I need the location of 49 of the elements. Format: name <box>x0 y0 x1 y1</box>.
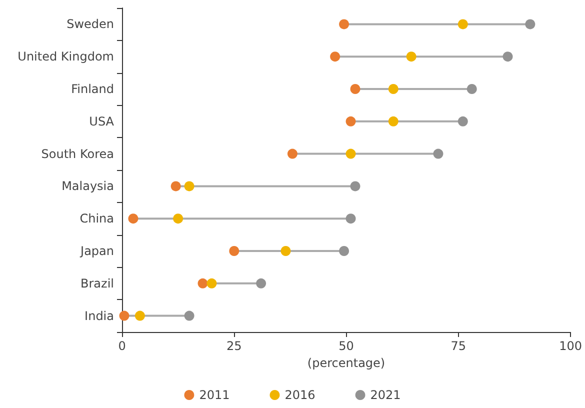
point <box>229 246 240 256</box>
y-tick-label: Brazil <box>80 276 114 290</box>
point <box>466 84 477 94</box>
y-tick-label: United Kingdom <box>18 50 114 64</box>
point <box>388 84 398 94</box>
x-axis-title: (percentage) <box>307 356 386 370</box>
y-tick-label: South Korea <box>41 146 114 161</box>
legend-label: 2011 <box>199 388 230 402</box>
y-tick-label: Finland <box>71 82 114 96</box>
point <box>502 52 513 62</box>
y-tick-label: Japan <box>80 244 114 258</box>
legend-label: 2021 <box>370 388 401 402</box>
point <box>330 52 340 62</box>
point <box>339 19 350 30</box>
y-tick-label: Sweden <box>66 17 114 32</box>
point <box>206 278 217 288</box>
y-tick-label: Malaysia <box>62 179 114 194</box>
point <box>173 214 184 224</box>
x-tick-label: 25 <box>226 339 242 353</box>
point <box>287 148 298 159</box>
point <box>170 181 181 192</box>
point <box>525 19 536 30</box>
point <box>346 116 356 126</box>
point <box>406 52 416 62</box>
x-tick-label: 75 <box>450 339 466 353</box>
point <box>184 181 194 192</box>
point <box>346 214 356 224</box>
point <box>458 116 468 126</box>
x-tick-label: 0 <box>118 339 126 353</box>
point <box>458 19 468 30</box>
point <box>134 310 145 321</box>
point <box>198 278 208 288</box>
point <box>128 214 138 224</box>
point <box>346 148 356 159</box>
point <box>350 84 360 94</box>
point <box>350 181 360 192</box>
point <box>184 310 194 321</box>
point <box>280 246 291 256</box>
point <box>119 310 130 321</box>
y-tick-label: China <box>80 212 114 226</box>
y-tick-label: USA <box>89 114 115 128</box>
x-tick-label: 100 <box>559 339 582 353</box>
point <box>388 116 398 126</box>
point <box>256 278 266 288</box>
legend-label: 2016 <box>284 388 316 402</box>
x-tick-label: 50 <box>338 339 354 353</box>
y-tick-label: India <box>84 308 114 323</box>
point <box>433 148 444 159</box>
point <box>339 246 350 256</box>
